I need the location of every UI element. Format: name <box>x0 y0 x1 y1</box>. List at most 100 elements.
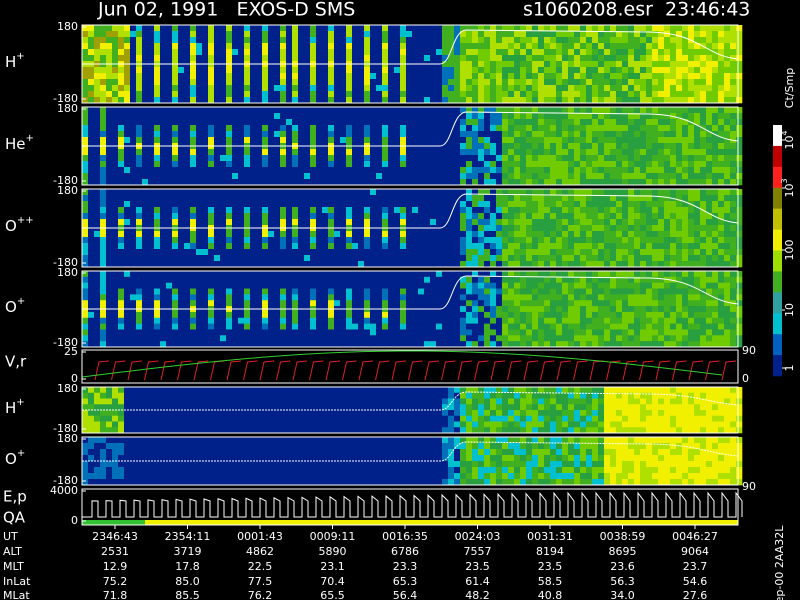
spectrogram-cell <box>322 55 329 62</box>
spectrogram-cell <box>130 67 137 74</box>
spectrogram-cell <box>598 73 605 80</box>
spectrogram-cell <box>226 341 233 348</box>
spectrogram-cell <box>670 225 677 232</box>
spectrogram-cell <box>316 137 323 144</box>
spectrogram-cell <box>706 73 713 80</box>
spectrogram-cell <box>670 249 677 256</box>
spectrogram-cell <box>124 55 131 62</box>
spectrogram-cell <box>724 37 731 44</box>
spectrogram-cell <box>262 219 269 226</box>
spectrogram-cell <box>232 237 239 244</box>
spectrogram-cell <box>550 149 557 156</box>
spectrogram-cell <box>478 155 485 162</box>
spectrogram-cell <box>706 125 713 132</box>
spectrogram-cell <box>658 85 665 92</box>
spectrogram-cell <box>112 55 119 62</box>
spectrogram-cell <box>670 43 677 50</box>
spectrogram-cell <box>208 237 215 244</box>
spectrogram-cell <box>508 149 515 156</box>
spectrogram-cell <box>94 300 101 307</box>
spectrogram-cell <box>196 249 203 256</box>
spectrogram-cell <box>214 271 221 278</box>
spectrogram-cell <box>712 113 719 120</box>
spectrogram-cell <box>262 43 269 50</box>
spectrogram-cell <box>244 323 251 330</box>
spectrogram-cell <box>154 67 161 74</box>
spectrogram-cell <box>550 31 557 38</box>
spectrogram-cell <box>316 125 323 132</box>
spectrogram-cell <box>442 207 449 214</box>
spectrogram-cell <box>250 125 257 132</box>
spectrogram-cell <box>388 37 395 44</box>
spectrogram-cell <box>118 161 125 168</box>
spectrogram-cell <box>244 243 251 250</box>
spectrogram-cell <box>298 294 305 301</box>
spectrogram-cell <box>346 195 353 202</box>
spectrogram-cell <box>400 85 407 92</box>
spectrogram-cell <box>322 173 329 180</box>
spectrogram-cell <box>514 97 521 104</box>
spectrogram-cell <box>400 189 407 196</box>
spectrogram-cell <box>370 288 377 295</box>
spectrogram-cell <box>436 49 443 56</box>
spectrogram-cell <box>130 207 137 214</box>
spectrogram-cell <box>148 31 155 38</box>
panel-frame <box>81 188 739 268</box>
spectrogram-cell <box>694 149 701 156</box>
spectrogram-cell <box>466 107 473 114</box>
spectrogram-cell <box>142 161 149 168</box>
spectrogram-cell <box>94 179 101 186</box>
spectrogram-cell <box>406 37 413 44</box>
spectrogram-cell <box>364 213 371 220</box>
spectrogram-cell <box>634 37 641 44</box>
spectrogram-cell <box>442 49 449 56</box>
spectrogram-cell <box>652 31 659 38</box>
spectrogram-cell <box>736 167 743 174</box>
spectrogram-cell <box>208 311 215 319</box>
spectrogram-cell <box>142 207 149 214</box>
spectrogram-cell <box>244 113 251 120</box>
spectrogram-cell <box>244 207 251 214</box>
spectrogram-cell <box>634 131 641 138</box>
spectrogram-cell <box>520 137 527 144</box>
spectrogram-cell <box>718 79 725 86</box>
spectrogram-cell <box>232 219 239 226</box>
spectrogram-cell <box>100 55 107 62</box>
spectrogram-cell <box>292 323 299 330</box>
spectrogram-cell <box>382 37 389 44</box>
spectrogram-cell <box>436 213 443 220</box>
spectrogram-cell <box>112 249 119 256</box>
spectrogram-cell <box>490 261 497 268</box>
spectrogram-cell <box>454 149 461 156</box>
spectrogram-cell <box>640 125 647 132</box>
spectrogram-cell <box>202 311 209 319</box>
spectrogram-cell <box>526 43 533 50</box>
spectrogram-cell <box>400 37 407 44</box>
spectrogram-cell <box>592 161 599 168</box>
spectrogram-cell <box>88 261 95 268</box>
spectrogram-cell <box>640 55 647 62</box>
spectrogram-cell <box>448 113 455 120</box>
spectrogram-cell <box>364 25 371 32</box>
spectrogram-cell <box>718 261 725 268</box>
spectrogram-cell <box>628 255 635 262</box>
spectrogram-cell <box>646 161 653 168</box>
spectrogram-cell <box>718 85 725 92</box>
spectrogram-cell <box>532 161 539 168</box>
spectrogram-cell <box>730 143 737 150</box>
spectrogram-cell <box>274 282 281 289</box>
spectrogram-cell <box>142 255 149 262</box>
spectrogram-cell <box>418 37 425 44</box>
spectrogram-cell <box>478 79 485 86</box>
spectrogram-cell <box>178 219 185 226</box>
spectrogram-cell <box>100 195 107 202</box>
spectrogram-cell <box>724 161 731 168</box>
spectrogram-cell <box>82 91 89 98</box>
spectrogram-cell <box>532 37 539 44</box>
spectrogram-cell <box>250 249 257 256</box>
spectrogram-cell <box>160 255 167 262</box>
spectrogram-cell <box>604 243 611 250</box>
spectrogram-cell <box>724 225 731 232</box>
spectrogram-cell <box>244 237 251 244</box>
spectrogram-cell <box>394 243 401 250</box>
